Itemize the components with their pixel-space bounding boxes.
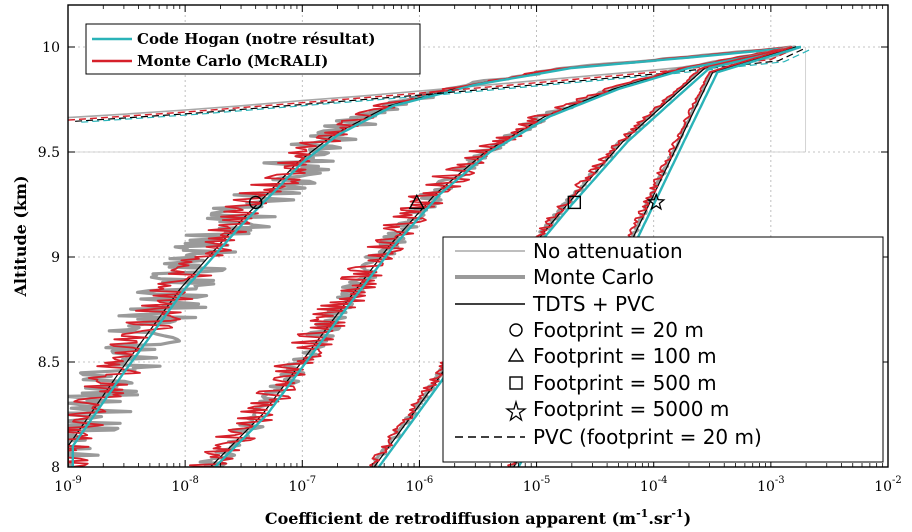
star-icon (505, 399, 527, 422)
legend-fp500-label: Footprint = 500 m (533, 371, 717, 395)
legend-fp20-label: Footprint = 20 m (533, 318, 704, 342)
monte-carlo-gray-100m (198, 45, 797, 467)
triangle-icon (507, 347, 525, 362)
hogan-20m (71, 45, 801, 467)
ticks: 10-9 10-8 10-7 10-6 10-5 10-4 10-3 10-2 8 8.5 9 9.5… (38, 5, 902, 495)
x-tick-label: 10-3 (757, 475, 785, 495)
legend-mc-label: Monte Carlo (533, 265, 654, 289)
circle-icon (509, 323, 523, 337)
x-tick-label: 10-4 (640, 475, 668, 495)
square-icon (509, 376, 523, 390)
y-tick-label: 9.5 (38, 145, 60, 161)
legend-hogan-label: Code Hogan (notre résultat) (137, 30, 375, 48)
legend-top: Code Hogan (notre résultat) Monte Carlo … (85, 23, 421, 75)
y-tick-label: 8.5 (38, 355, 60, 371)
y-tick-label: 10 (42, 40, 60, 56)
legend-fp5000-label: Footprint = 5000 m (533, 397, 729, 421)
mcrali-100m (189, 46, 794, 467)
star-icon (646, 192, 666, 211)
x-tick-label: 10-6 (406, 475, 434, 495)
legend-mcrali-label: Monte Carlo (McRALI) (137, 52, 328, 70)
legend-tdts-label: TDTS + PVC (532, 292, 655, 316)
reference-box (68, 47, 807, 153)
y-tick-label: 8 (51, 460, 60, 476)
legend-bottom: No attenuation Monte Carlo TDTS + PVC Fo… (442, 236, 884, 463)
square-icon (567, 195, 582, 210)
x-tick-label: 10-8 (171, 475, 199, 495)
legend-fp100-label: Footprint = 100 m (533, 344, 717, 368)
x-tick-label: 10-5 (523, 475, 551, 495)
triangle-icon (408, 193, 425, 210)
circle-icon (248, 195, 263, 210)
x-tick-label: 10-2 (874, 475, 902, 495)
legend-pvc-label: PVC (footprint = 20 m) (533, 425, 762, 449)
x-tick-label: 10-9 (54, 475, 82, 495)
x-axis-label: Coefficient de retrodiffusion apparent (… (265, 507, 691, 528)
pvc-cyan-dashed (81, 48, 812, 123)
y-axis-label: Altitude (km) (11, 175, 30, 297)
pvc-black-dashed (75, 47, 806, 122)
x-tick-label: 10-7 (288, 475, 316, 495)
hogan-100m (214, 45, 802, 467)
plot-frame (67, 4, 889, 468)
y-tick-label: 9 (51, 250, 60, 266)
legend-top-box (85, 23, 421, 75)
legend-noatt-label: No attenuation (533, 239, 683, 263)
footprint-markers (248, 192, 666, 211)
